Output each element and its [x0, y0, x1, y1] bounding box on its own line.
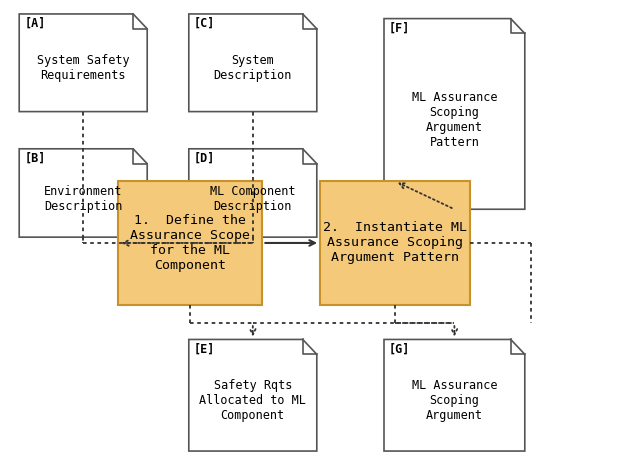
Text: [D]: [D] — [194, 152, 215, 165]
Bar — [118, 181, 262, 305]
Text: Safety Rqts
Allocated to ML
Component: Safety Rqts Allocated to ML Component — [200, 379, 306, 422]
Text: [F]: [F] — [389, 21, 410, 34]
Text: ML Assurance
Scoping
Argument: ML Assurance Scoping Argument — [412, 379, 497, 422]
Text: [A]: [A] — [24, 17, 45, 30]
Text: ML Component
Description: ML Component Description — [210, 185, 296, 213]
Polygon shape — [19, 14, 147, 112]
Text: ML Assurance
Scoping
Argument
Pattern: ML Assurance Scoping Argument Pattern — [412, 91, 497, 148]
Text: System Safety
Requirements: System Safety Requirements — [37, 54, 129, 82]
Text: System
Description: System Description — [214, 54, 292, 82]
Text: 2.  Instantiate ML
Assurance Scoping
Argument Pattern: 2. Instantiate ML Assurance Scoping Argu… — [323, 221, 467, 265]
Text: [C]: [C] — [194, 17, 215, 30]
Text: 1.  Define the
Assurance Scope
for the ML
Component: 1. Define the Assurance Scope for the ML… — [131, 214, 250, 272]
Polygon shape — [384, 19, 525, 209]
Polygon shape — [384, 339, 525, 451]
Text: [B]: [B] — [24, 152, 45, 165]
Polygon shape — [189, 149, 317, 237]
Bar — [320, 181, 470, 305]
Polygon shape — [19, 149, 147, 237]
Polygon shape — [189, 14, 317, 112]
Text: [E]: [E] — [194, 342, 215, 355]
Text: [G]: [G] — [389, 342, 410, 355]
Text: Environment
Description: Environment Description — [44, 185, 122, 213]
Polygon shape — [189, 339, 317, 451]
